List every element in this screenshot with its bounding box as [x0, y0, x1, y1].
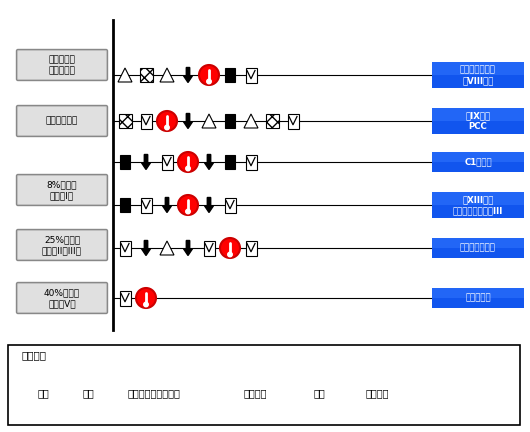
Text: 25%沈降物
（分画II＋III）: 25%沈降物 （分画II＋III）: [42, 235, 82, 255]
Polygon shape: [142, 155, 151, 169]
Text: 8%沈降物
（分画I）: 8%沈降物 （分画I）: [47, 180, 77, 200]
Bar: [295, 385, 305, 400]
Ellipse shape: [178, 152, 198, 172]
Bar: [432, 62, 524, 75]
Bar: [432, 192, 524, 205]
Bar: [225, 114, 235, 128]
Bar: [432, 288, 524, 308]
Bar: [287, 114, 298, 128]
Ellipse shape: [220, 238, 240, 258]
Bar: [119, 114, 131, 128]
Ellipse shape: [165, 125, 169, 130]
Ellipse shape: [207, 79, 211, 84]
Ellipse shape: [226, 397, 230, 402]
Bar: [432, 108, 524, 134]
Text: アルブミン: アルブミン: [465, 293, 491, 302]
Bar: [266, 114, 278, 128]
Ellipse shape: [157, 111, 177, 131]
Text: 検査結果が
陰性の血漿: 検査結果が 陰性の血漿: [49, 55, 75, 75]
Bar: [225, 155, 235, 169]
FancyBboxPatch shape: [18, 231, 106, 259]
Polygon shape: [160, 68, 174, 82]
FancyBboxPatch shape: [18, 107, 106, 135]
Polygon shape: [183, 67, 192, 83]
Bar: [119, 290, 130, 305]
Ellipse shape: [218, 383, 238, 403]
Bar: [432, 238, 524, 248]
FancyBboxPatch shape: [16, 229, 108, 260]
Ellipse shape: [186, 166, 190, 171]
Bar: [110, 386, 120, 400]
Bar: [432, 288, 524, 298]
Bar: [432, 62, 524, 88]
Text: 遠心分離: 遠心分離: [366, 388, 390, 398]
Ellipse shape: [199, 65, 219, 85]
Bar: [120, 155, 130, 169]
Bar: [432, 108, 524, 121]
Bar: [162, 155, 172, 169]
Polygon shape: [183, 114, 192, 128]
Text: 加熱処理: 加熱処理: [244, 388, 268, 398]
Polygon shape: [118, 68, 132, 82]
Polygon shape: [160, 241, 174, 255]
Bar: [225, 197, 235, 213]
Bar: [245, 241, 257, 255]
Bar: [120, 198, 130, 212]
Text: フィブリノゲン
第VIII因子: フィブリノゲン 第VIII因子: [460, 65, 496, 85]
Text: 濾過: 濾過: [314, 388, 326, 398]
FancyBboxPatch shape: [16, 50, 108, 80]
FancyBboxPatch shape: [16, 105, 108, 137]
Bar: [245, 67, 257, 83]
Text: 第XIII因子
アンチトロンビンIII: 第XIII因子 アンチトロンビンIII: [453, 195, 503, 215]
Bar: [432, 152, 524, 162]
Polygon shape: [142, 241, 151, 255]
Ellipse shape: [136, 288, 156, 308]
Polygon shape: [345, 386, 359, 400]
Polygon shape: [183, 241, 192, 255]
Text: 第IX因子
PCC: 第IX因子 PCC: [465, 111, 491, 131]
FancyBboxPatch shape: [18, 176, 106, 204]
Polygon shape: [202, 114, 216, 128]
Text: 製造工程: 製造工程: [22, 350, 47, 360]
Bar: [245, 155, 257, 169]
Polygon shape: [17, 385, 26, 400]
Text: 40%沈降物
（分画V）: 40%沈降物 （分画V）: [44, 288, 80, 308]
Bar: [204, 241, 215, 255]
Bar: [8, 345, 520, 425]
Bar: [119, 241, 130, 255]
Polygon shape: [163, 197, 172, 213]
Polygon shape: [244, 114, 258, 128]
Ellipse shape: [228, 252, 232, 257]
Text: 沈降: 沈降: [38, 388, 50, 398]
Text: 脱クリオ血漿: 脱クリオ血漿: [46, 117, 78, 126]
Text: C1阻害剤: C1阻害剤: [464, 158, 492, 166]
Bar: [432, 238, 524, 258]
FancyBboxPatch shape: [16, 283, 108, 314]
Ellipse shape: [178, 195, 198, 215]
FancyBboxPatch shape: [16, 175, 108, 206]
FancyBboxPatch shape: [18, 51, 106, 79]
Bar: [140, 197, 152, 213]
FancyBboxPatch shape: [18, 284, 106, 312]
Ellipse shape: [186, 209, 190, 214]
Bar: [61, 386, 75, 400]
Bar: [140, 114, 152, 128]
Bar: [225, 68, 235, 82]
Polygon shape: [205, 197, 214, 213]
Bar: [432, 152, 524, 172]
Polygon shape: [205, 155, 214, 169]
Text: クロマトグラフィー: クロマトグラフィー: [128, 388, 181, 398]
Ellipse shape: [144, 302, 148, 307]
Bar: [432, 192, 524, 218]
Bar: [139, 68, 153, 82]
Text: 吸収: 吸収: [83, 388, 95, 398]
Text: 免疫グロブリン: 免疫グロブリン: [460, 244, 496, 252]
